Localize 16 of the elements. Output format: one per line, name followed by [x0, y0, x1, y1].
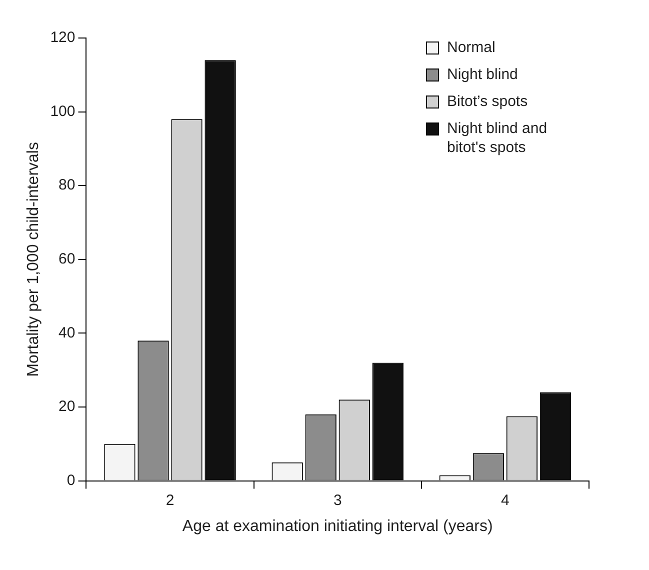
y-tick-label: 20: [58, 398, 76, 416]
legend-label: Normal: [447, 39, 496, 56]
y-tick-label: 100: [50, 102, 76, 120]
y-tick-label: 60: [58, 250, 76, 268]
legend-label: Bitot’s spots: [447, 93, 528, 110]
x-axis-title: Age at examination initiating interval (years): [182, 518, 493, 535]
x-tick-label: 2: [166, 492, 174, 509]
y-tick-label: 80: [58, 176, 76, 194]
y-tick-label: 0: [66, 472, 76, 489]
legend-label: Night blind: [447, 66, 518, 84]
x-tick-label: 4: [501, 492, 510, 509]
y-tick-label: 120: [50, 29, 76, 46]
x-tick-label: 3: [333, 492, 342, 509]
legend-label: Night blind and bitot's spots: [447, 120, 548, 156]
y-axis-title: Mortality per 1,000 child-intervals: [25, 142, 42, 377]
y-tick-label: 40: [58, 324, 76, 342]
